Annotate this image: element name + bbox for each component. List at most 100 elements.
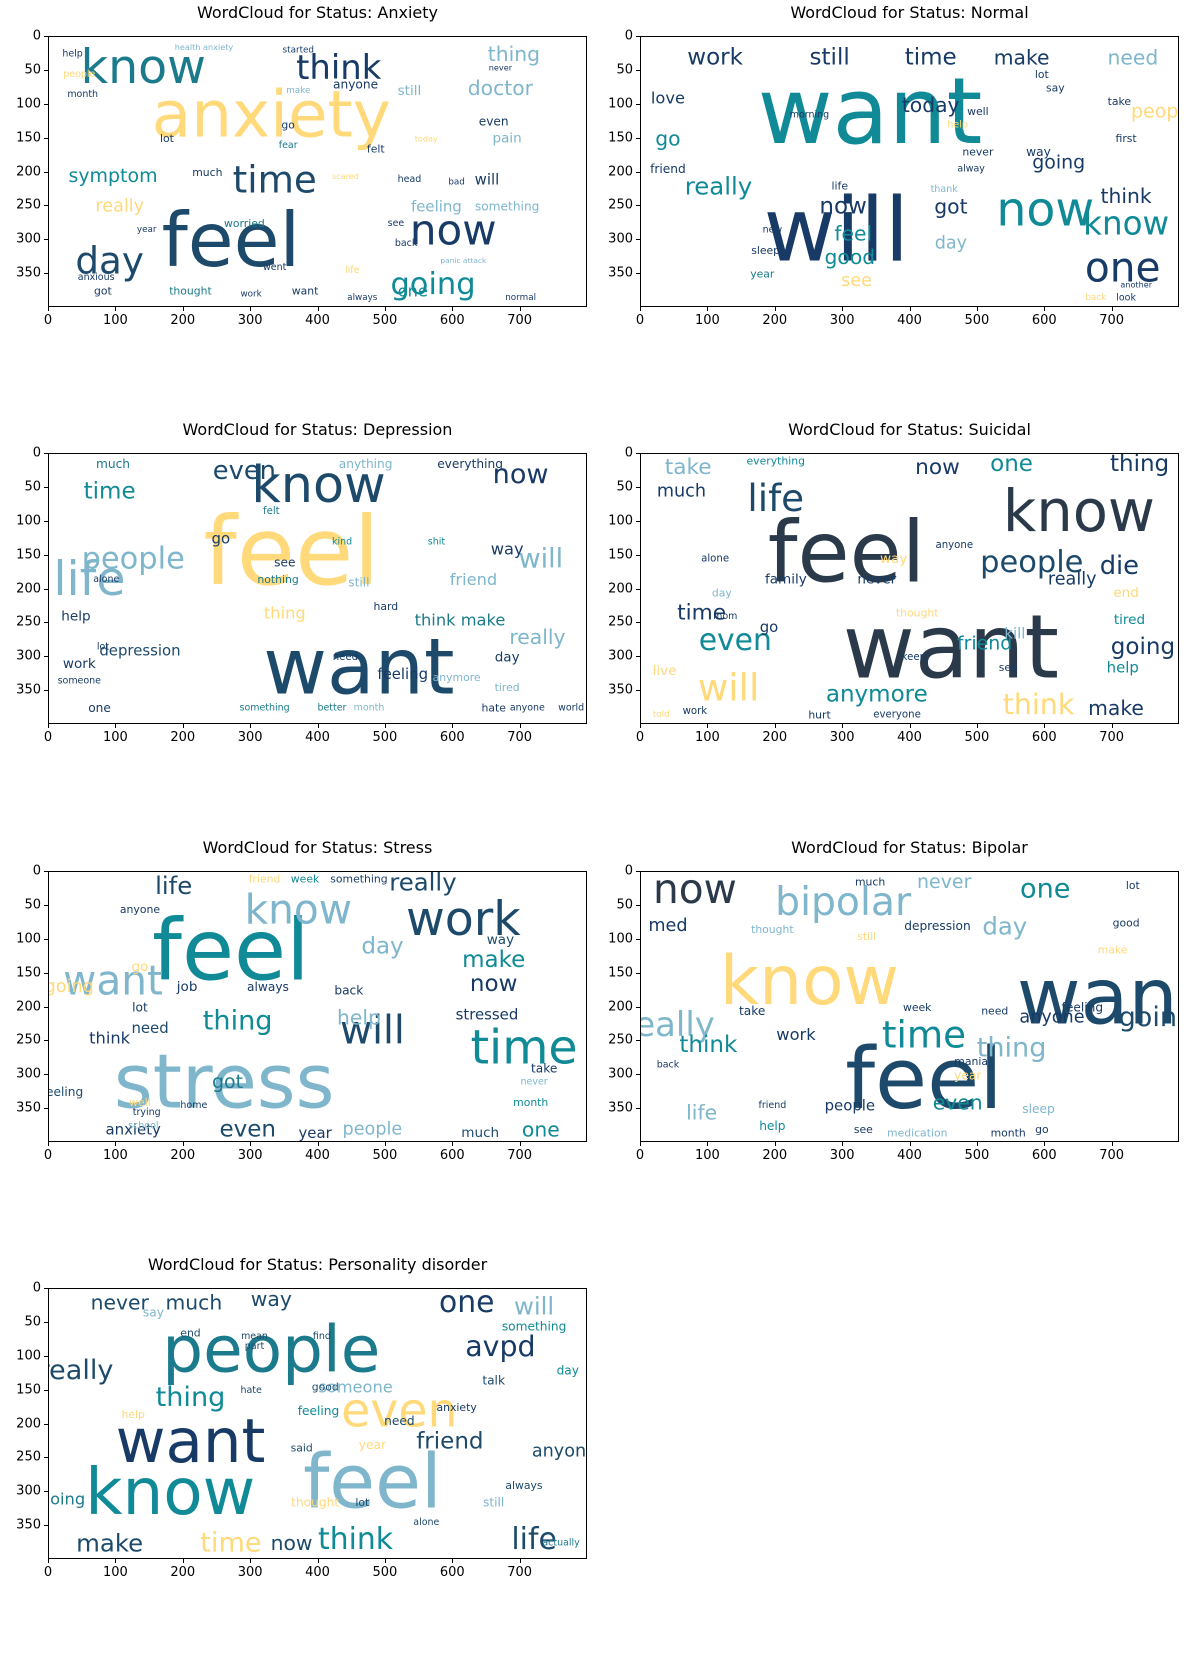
cloud-word: want xyxy=(843,596,1059,699)
cloud-word: still xyxy=(857,930,876,943)
wordcloud-panel: WordCloud for Status: Anxiety anxiety feel… xyxy=(3,3,593,333)
cloud-word: time xyxy=(470,1021,577,1076)
cloud-word: nothing xyxy=(257,573,298,586)
cloud-word: alone xyxy=(701,554,729,565)
cloud-word: going xyxy=(1111,634,1175,660)
cloud-word: take xyxy=(739,1004,765,1018)
cloud-word: think xyxy=(1003,688,1075,721)
cloud-word: panic attack xyxy=(440,256,487,265)
cloud-word: better xyxy=(317,703,346,714)
cloud-word: another xyxy=(1120,279,1152,289)
x-tick-mark xyxy=(452,1142,454,1146)
cloud-word: way xyxy=(880,551,907,567)
x-tick-mark xyxy=(384,724,386,728)
x-tick-label: 400 xyxy=(897,1148,922,1163)
cloud-word: go xyxy=(132,959,149,975)
cloud-word: need xyxy=(333,652,358,663)
cloud-word: make xyxy=(1098,943,1128,956)
cloud-word: talk xyxy=(482,1373,506,1387)
x-tick-label: 600 xyxy=(439,313,465,328)
cloud-word: thing xyxy=(1110,454,1169,477)
cloud-word: take xyxy=(665,455,712,480)
cloud-word: got xyxy=(94,285,112,298)
cloud-word: go xyxy=(1035,1123,1049,1136)
y-tick-label: 0 xyxy=(624,445,633,461)
cloud-word: doctor xyxy=(468,76,534,100)
cloud-word: even xyxy=(699,623,772,658)
cloud-word: depression xyxy=(99,641,180,659)
cloud-word: think xyxy=(679,1032,738,1058)
cloud-word: mean xyxy=(241,1331,268,1342)
x-tick-label: 700 xyxy=(1099,1148,1125,1163)
x-tick-label: 200 xyxy=(170,1565,196,1580)
cloud-word: one xyxy=(522,1117,560,1141)
cloud-word: mom xyxy=(713,611,737,622)
cloud-word: make xyxy=(76,1529,143,1558)
x-tick-label: 200 xyxy=(762,1148,788,1163)
x-tick-label: 0 xyxy=(635,313,645,328)
cloud-word: feeling xyxy=(377,665,428,683)
x-tick-label: 400 xyxy=(305,730,330,745)
wordcloud-svg: anxiety feel know time now think day going sympt… xyxy=(62,40,540,303)
wordcloud-panel: WordCloud for Status: Suicidal feel want kn… xyxy=(595,420,1185,750)
cloud-word: life xyxy=(832,180,849,193)
cloud-word: job xyxy=(176,979,198,995)
x-tick-mark xyxy=(519,1142,521,1146)
cloud-word: thing xyxy=(203,1006,273,1037)
cloud-word: still xyxy=(483,1495,504,1509)
cloud-word: life xyxy=(155,872,192,900)
cloud-word: something xyxy=(330,872,387,885)
y-tick-label: 200 xyxy=(16,581,41,596)
y-tick-mark xyxy=(44,69,48,71)
y-tick-mark xyxy=(44,36,48,37)
cloud-word: think xyxy=(1101,184,1152,208)
x-tick-label: 300 xyxy=(237,730,263,745)
y-tick-mark xyxy=(44,239,48,241)
x-tick-mark xyxy=(182,1559,184,1563)
cloud-word: anything xyxy=(339,457,393,471)
cloud-word: work xyxy=(776,1025,816,1044)
x-tick-label: 200 xyxy=(762,313,788,328)
cloud-word: even xyxy=(213,456,276,486)
cloud-word: die xyxy=(1100,551,1139,581)
x-tick-label: 400 xyxy=(305,1148,330,1163)
y-tick-mark xyxy=(44,871,48,872)
cloud-word: thought xyxy=(291,1495,339,1509)
y-tick-label: 100 xyxy=(608,96,633,112)
cloud-word: med xyxy=(648,916,687,936)
cloud-word: much xyxy=(192,166,222,179)
cloud-word: way xyxy=(1026,145,1051,159)
cloud-word: year xyxy=(137,225,157,235)
x-tick-label: 200 xyxy=(170,730,196,745)
y-tick-mark xyxy=(44,171,48,173)
cloud-word: thought xyxy=(896,607,939,620)
x-tick-label: 100 xyxy=(102,1565,128,1580)
chart-title: WordCloud for Status: Stress xyxy=(202,838,433,857)
cloud-word: need xyxy=(1107,45,1158,69)
y-tick-mark xyxy=(636,1074,640,1076)
x-tick-mark xyxy=(48,1559,49,1563)
x-tick-label: 100 xyxy=(694,730,720,745)
cloud-word: back xyxy=(334,984,364,998)
cloud-word: time xyxy=(200,1528,261,1559)
cloud-word: help xyxy=(61,609,90,625)
cloud-word: never xyxy=(489,62,513,72)
y-tick-mark xyxy=(44,690,48,692)
cloud-word: going xyxy=(49,1490,85,1509)
cloud-word: day xyxy=(75,239,144,283)
cloud-word: medication xyxy=(887,1126,947,1139)
cloud-word: going xyxy=(1032,151,1085,173)
cloud-word: help xyxy=(947,120,967,131)
y-tick-mark xyxy=(636,1040,640,1042)
x-tick-mark xyxy=(317,1559,319,1563)
x-tick-label: 500 xyxy=(372,1148,398,1163)
cloud-word: day xyxy=(712,586,733,599)
y-tick-label: 50 xyxy=(24,479,41,495)
cloud-word: thing xyxy=(977,1033,1047,1064)
cloud-word: going xyxy=(390,267,475,302)
cloud-word: feeling xyxy=(411,197,462,215)
y-tick-mark xyxy=(636,1006,640,1008)
cloud-word: told xyxy=(653,710,670,720)
